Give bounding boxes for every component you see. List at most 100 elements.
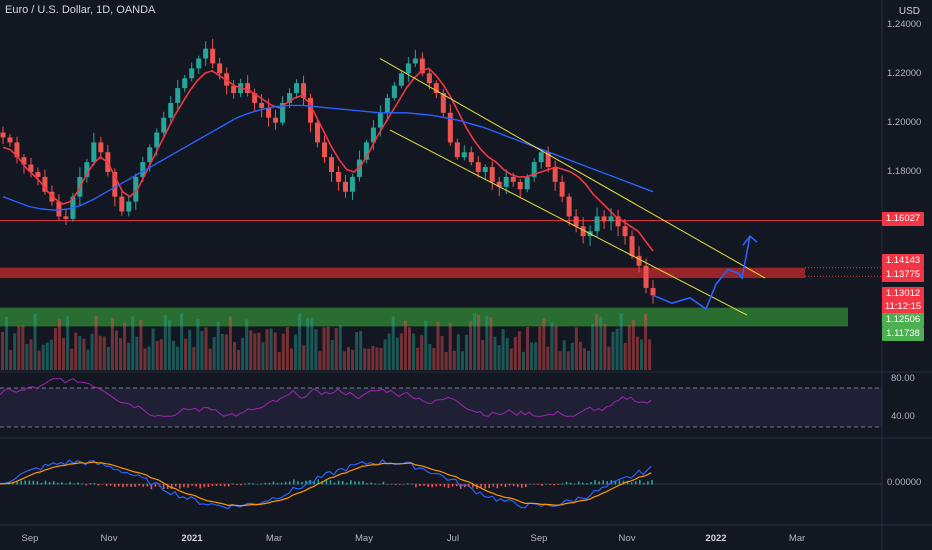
macd-hist-bar (431, 484, 434, 488)
volume-bar (477, 314, 481, 370)
volume-bar (469, 321, 473, 370)
macd-hist-bar (394, 484, 397, 485)
volume-bar (566, 351, 570, 370)
macd-hist-bar (126, 484, 128, 487)
macd-hist-bar (553, 484, 556, 486)
macd-hist-bar (236, 484, 238, 485)
volume-bar (192, 347, 196, 370)
candle-body (335, 172, 341, 182)
macd-hist-bar (154, 484, 157, 487)
macd-hist-bar (305, 480, 307, 485)
volume-bar (94, 315, 98, 370)
candle-body (189, 68, 195, 79)
volume-bar (159, 339, 163, 370)
macd-hist-bar (211, 484, 214, 486)
candle-body (56, 201, 62, 217)
volume-bar (574, 327, 578, 370)
macd-hist-bar (638, 479, 641, 485)
macd-hist-bar (195, 484, 197, 487)
volume-bar (623, 342, 627, 370)
macd-hist-bar (643, 482, 645, 485)
volume-bar (351, 349, 355, 370)
volume-bar (428, 343, 432, 370)
macd-hist-bar (472, 484, 474, 488)
candle-body (384, 98, 390, 113)
macd-hist-bar (170, 484, 173, 489)
macd-hist-bar (358, 481, 360, 485)
macd-hist-bar (223, 484, 226, 487)
symbol-title[interactable]: Euro / U.S. Dollar, 1D, OANDA (5, 4, 156, 16)
volume-bar (273, 332, 277, 370)
volume-bar (481, 339, 485, 370)
volume-bar (212, 336, 216, 370)
macd-hist-bar (541, 484, 543, 486)
volume-bar (9, 349, 13, 370)
candle-body (91, 142, 97, 163)
candle-body (356, 159, 362, 177)
candle-body (594, 216, 600, 232)
volume-bar (342, 351, 346, 370)
macd-hist-bar (451, 484, 454, 487)
volume-bar (583, 348, 587, 370)
macd-hist-bar (577, 481, 580, 485)
macd-hist-bar (439, 484, 442, 487)
macd-hist-bar (634, 481, 637, 485)
volume-bar (41, 344, 45, 370)
candle-body (7, 137, 13, 143)
volume-bar (25, 343, 29, 370)
volume-bar (13, 333, 17, 370)
macd-hist-bar (20, 480, 22, 485)
candle-body (643, 265, 649, 288)
candle-body (322, 142, 328, 158)
price-tag: 1.13775 (882, 268, 924, 282)
volume-bar (163, 315, 167, 370)
volume-bar (114, 330, 118, 370)
candle-body (0, 132, 6, 138)
volume-bar (505, 338, 509, 370)
macd-hist-bar (73, 483, 75, 485)
volume-bar (460, 351, 464, 370)
macd-hist-bar (48, 481, 51, 485)
macd-hist-bar (525, 484, 527, 488)
candle-body (63, 216, 69, 219)
candle-body (294, 83, 300, 94)
volume-bar (155, 340, 159, 370)
macd-hist-bar (16, 481, 18, 485)
macd-hist-bar (293, 479, 295, 485)
candle-body (398, 73, 404, 86)
macd-hist-bar (630, 482, 633, 485)
candle-body (84, 162, 90, 177)
candle-body (601, 216, 607, 222)
macd-hist-bar (529, 483, 531, 485)
macd-hist-bar (256, 483, 259, 485)
volume-bar (176, 346, 180, 370)
volume-bar (106, 346, 110, 370)
candle-body (287, 93, 293, 103)
macd-hist-bar (122, 484, 124, 488)
candle-body (28, 164, 34, 172)
macd-hist-bar (354, 481, 356, 485)
candle-body (273, 117, 279, 123)
channel-lower-line (389, 129, 748, 316)
volume-bar (501, 329, 505, 370)
price-tick: 1.22000 (887, 68, 922, 79)
rsi-tick: 40.00 (891, 411, 915, 422)
macd-hist-bar (651, 480, 653, 485)
volume-bar (485, 315, 489, 370)
macd-hist-bar (276, 482, 279, 485)
volume-bar (298, 313, 302, 370)
macd-hist-bar (606, 481, 609, 485)
volume-bar (440, 336, 444, 370)
volume-bar (595, 314, 599, 370)
volume-bar (119, 338, 123, 370)
volume-bar (131, 316, 135, 370)
volume-bar (326, 326, 330, 370)
volume-bar (289, 348, 293, 370)
volume-bar (180, 313, 184, 370)
macd-hist-bar (227, 484, 230, 487)
macd-hist-bar (52, 481, 55, 485)
volume-bar (578, 341, 582, 370)
macd-hist-bar (252, 483, 254, 485)
date-label: Mar (788, 533, 806, 544)
